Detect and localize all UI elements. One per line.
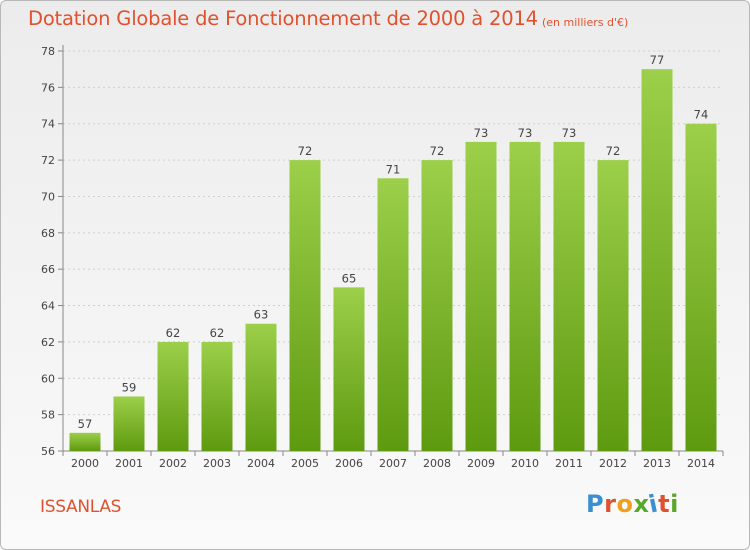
commune-name: ISSANLAS <box>40 497 122 517</box>
x-tick-label-2000: 2000 <box>71 457 99 470</box>
bar-2003 <box>201 341 233 451</box>
data-label-2013: 77 <box>650 53 665 67</box>
data-label-2010: 73 <box>518 126 533 140</box>
data-label-2005: 72 <box>298 144 313 158</box>
y-tick-label: 78 <box>41 45 55 58</box>
x-tick-label-2012: 2012 <box>599 457 627 470</box>
bar-2005 <box>289 160 321 451</box>
y-tick-label: 70 <box>41 190 55 203</box>
data-label-2009: 73 <box>474 126 489 140</box>
x-tick-label-2009: 2009 <box>467 457 495 470</box>
bar-2001 <box>113 396 145 451</box>
bar-2007 <box>377 178 409 452</box>
data-label-2014: 74 <box>694 108 709 122</box>
y-tick-label: 68 <box>41 227 55 240</box>
bar-2004 <box>245 323 277 451</box>
bar-2011 <box>553 141 585 451</box>
data-label-2007: 71 <box>386 162 401 176</box>
bar-2014 <box>685 123 717 452</box>
bar-2009 <box>465 141 497 451</box>
proxiti-logo[interactable]: Proxiti <box>586 489 679 519</box>
y-tick-label: 56 <box>41 445 55 458</box>
y-tick-label: 74 <box>41 118 55 131</box>
y-tick-label: 76 <box>41 81 55 94</box>
bar-2008 <box>421 160 453 451</box>
x-tick-label-2007: 2007 <box>379 457 407 470</box>
bar-2000 <box>69 432 101 451</box>
x-tick-label-2014: 2014 <box>687 457 715 470</box>
data-label-2008: 72 <box>430 144 445 158</box>
y-tick-label: 62 <box>41 336 55 349</box>
x-tick-label-2002: 2002 <box>159 457 187 470</box>
chart-title: Dotation Globale de Fonctionnement de 20… <box>28 7 538 30</box>
x-tick-label-2006: 2006 <box>335 457 363 470</box>
data-label-2006: 65 <box>342 271 357 285</box>
bar-2002 <box>157 341 189 451</box>
data-label-2002: 62 <box>166 326 181 340</box>
data-label-2000: 57 <box>78 417 93 431</box>
data-label-2001: 59 <box>122 380 137 394</box>
y-tick-label: 72 <box>41 154 55 167</box>
x-tick-label-2008: 2008 <box>423 457 451 470</box>
y-tick-label: 60 <box>41 372 55 385</box>
y-tick-label: 58 <box>41 409 55 422</box>
bar-2012 <box>597 160 629 451</box>
data-label-2003: 62 <box>210 326 225 340</box>
x-tick-label-2010: 2010 <box>511 457 539 470</box>
x-tick-label-2011: 2011 <box>555 457 583 470</box>
y-tick-label: 66 <box>41 263 55 276</box>
x-tick-label-2013: 2013 <box>643 457 671 470</box>
data-label-2004: 63 <box>254 308 269 322</box>
bar-2010 <box>509 141 541 451</box>
data-label-2012: 72 <box>606 144 621 158</box>
bar-2013 <box>641 69 673 451</box>
x-tick-label-2003: 2003 <box>203 457 231 470</box>
chart-subtitle: (en milliers d'€) <box>542 16 629 29</box>
x-tick-label-2005: 2005 <box>291 457 319 470</box>
x-tick-label-2004: 2004 <box>247 457 275 470</box>
y-tick-label: 64 <box>41 300 55 313</box>
data-label-2011: 73 <box>562 126 577 140</box>
x-tick-label-2001: 2001 <box>115 457 143 470</box>
bar-2006 <box>333 287 365 451</box>
